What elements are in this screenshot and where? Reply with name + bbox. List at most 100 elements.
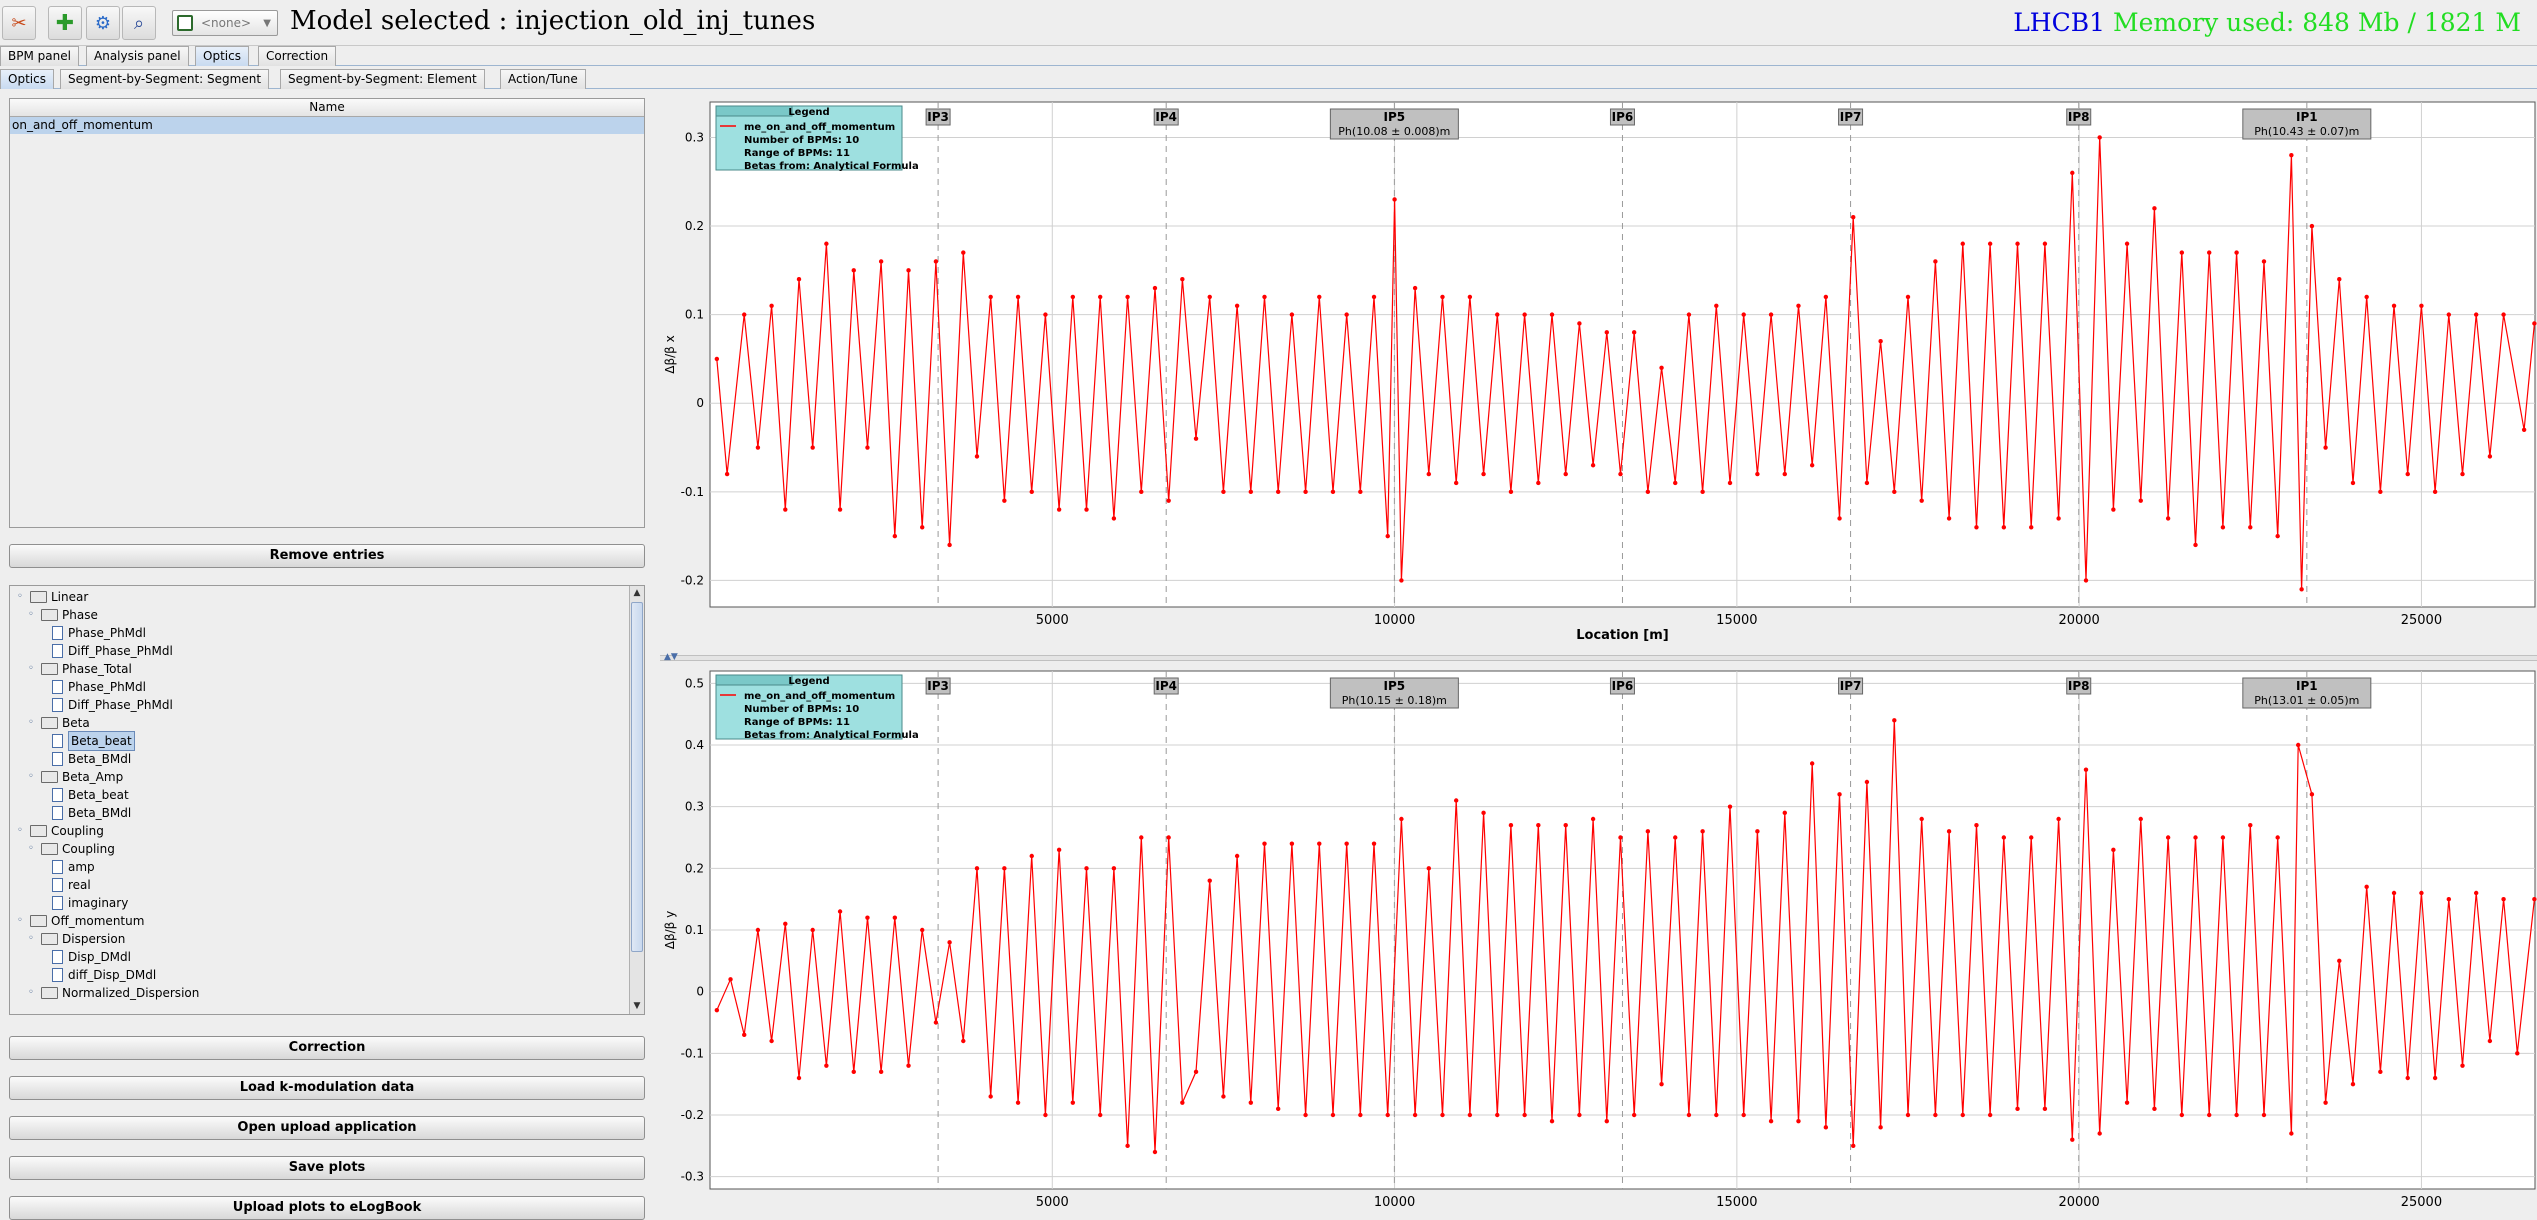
scroll-up-icon[interactable]: ▲ [633,588,641,598]
tree-node[interactable]: ◦ Coupling [14,822,104,840]
data-point [878,259,884,264]
tab-analysis-panel[interactable]: Analysis panel [86,46,189,66]
tab-action-tune[interactable]: Action/Tune [500,69,586,89]
expand-toggle-icon[interactable]: ◦ [17,591,23,602]
tree-node[interactable]: Diff_Phase_PhMdl [36,696,173,714]
expand-toggle-icon[interactable]: ◦ [28,609,34,620]
scroll-down-icon[interactable]: ▼ [633,1001,641,1011]
expand-toggle-icon[interactable]: ◦ [17,915,23,926]
data-point [2207,250,2212,255]
add-button[interactable]: ✚ [48,6,82,40]
tree-node[interactable]: Phase_PhMdl [36,624,146,642]
tree-node-label[interactable]: Phase_Total [62,662,132,676]
tab-bpm-panel[interactable]: BPM panel [0,46,79,66]
table-row[interactable]: on_and_off_momentum [10,117,644,134]
scrollbar-thumb[interactable] [631,602,643,952]
plot-splitter[interactable]: ▲▼ [660,652,2537,662]
expand-toggle-icon[interactable]: ◦ [28,843,34,854]
tree-node[interactable]: imaginary [36,894,128,912]
data-point [1098,294,1103,300]
tree-node[interactable]: ◦ Coupling [25,840,115,858]
search-button[interactable]: ⌕ [122,6,156,40]
expand-toggle-icon[interactable]: ◦ [28,771,34,782]
tree-node[interactable]: ◦ Linear [14,588,88,606]
beta-beat-y-plot[interactable]: 5000 10000 15000 20000 25000 -0.3 -0.2 -0.1 0 0.1… [660,661,2537,1219]
tree-node[interactable]: Beta_beat [36,731,135,751]
tree-node[interactable]: ◦ Beta [25,714,90,732]
tree-node-label[interactable]: Phase_PhMdl [68,680,146,694]
tree-node-label[interactable]: Beta_BMdl [68,806,132,820]
data-point [1618,471,1623,477]
save-plots-button[interactable]: Save plots [9,1156,645,1180]
load-kmod-button[interactable]: Load k-modulation data [9,1076,645,1100]
upload-elogbook-button[interactable]: Upload plots to eLogBook [9,1196,645,1220]
tree-node-label[interactable]: imaginary [68,896,129,910]
splitter-arrow-icon[interactable]: ▲▼ [664,652,678,662]
tree-node-label[interactable]: diff_Disp_DMdl [68,968,157,982]
expand-toggle-icon[interactable]: ◦ [28,987,34,998]
y-axis-label: Δβ/β y [663,911,677,949]
tree-node-label[interactable]: Phase [62,608,98,622]
tree-node-label[interactable]: Beta_BMdl [68,752,132,766]
expand-toggle-icon[interactable]: ◦ [17,825,23,836]
folder-icon [41,987,58,999]
tree-node[interactable]: ◦ Off_momentum [14,912,144,930]
ip-marker-box [925,677,951,695]
expand-toggle-icon[interactable]: ◦ [28,663,34,674]
tab-correction[interactable]: Correction [258,46,337,66]
name-column-header[interactable]: Name [10,99,644,117]
data-point [1892,718,1897,723]
data-point [933,259,939,264]
tree-node[interactable]: Beta_BMdl [36,750,131,768]
tree-node-label[interactable]: Linear [51,590,89,604]
tree-node-label[interactable]: amp [68,860,95,874]
tree-node[interactable]: Phase_PhMdl [36,678,146,696]
tree-node-label[interactable]: Beta_beat [68,731,135,751]
tree-node[interactable]: Beta_BMdl [36,804,131,822]
tree-node[interactable]: Disp_DMdl [36,948,131,966]
tree-node-label[interactable]: Beta_Amp [62,770,124,784]
tree-node-label[interactable]: Coupling [51,824,104,838]
tab-optics-sub[interactable]: Optics [0,69,54,89]
remove-entries-button[interactable]: Remove entries [9,544,645,568]
settings-button[interactable]: ⚙ [86,6,120,40]
open-file-icon: ✂ [11,12,27,34]
tree-node[interactable]: Diff_Phase_PhMdl [36,642,173,660]
tree-node[interactable]: amp [36,858,95,876]
tree-node-label[interactable]: Normalized_Dispersion [62,986,200,1000]
model-combo[interactable]: <none> ▼ [172,10,278,36]
tree-node-label[interactable]: Diff_Phase_PhMdl [68,698,173,712]
tree-node[interactable]: diff_Disp_DMdl [36,966,156,984]
tree-node[interactable]: Beta_beat [36,786,129,804]
data-point [2460,1063,2465,1068]
tree-node[interactable]: ◦ Beta_Amp [25,768,123,786]
tree-node-label[interactable]: Diff_Phase_PhMdl [68,644,173,658]
tree-scrollbar[interactable]: ▲ ▼ [629,586,644,1014]
open-file-button[interactable]: ✂ [2,6,36,40]
tree-node-label[interactable]: Beta_beat [68,788,129,802]
tab-optics[interactable]: Optics [195,46,249,66]
tab-sbs-segment[interactable]: Segment-by-Segment: Segment [60,69,270,89]
tree-node-label[interactable]: Coupling [62,842,115,856]
tree-node-label[interactable]: Phase_PhMdl [68,626,146,640]
optics-sub-tabs: Optics Segment-by-Segment: Segment Segme… [0,69,2537,89]
tab-sbs-element[interactable]: Segment-by-Segment: Element [280,69,485,89]
tree-node-label[interactable]: Dispersion [62,932,126,946]
tree-node[interactable]: ◦ Normalized_Dispersion [25,984,199,1002]
tree-node[interactable]: ◦ Phase [25,606,98,624]
data-point [1946,829,1952,834]
beta-beat-x-plot[interactable]: 5000 10000 15000 20000 25000 -0.2 -0.1 0 0.1 0.2 0… [660,92,2537,655]
tree-node[interactable]: real [36,876,91,894]
expand-toggle-icon[interactable]: ◦ [28,717,34,728]
tree-node-label[interactable]: real [68,878,91,892]
tree-node[interactable]: ◦ Dispersion [25,930,125,948]
data-point [1248,1100,1254,1105]
correction-button[interactable]: Correction [9,1036,645,1060]
tree-node-label[interactable]: Off_momentum [51,914,145,928]
expand-toggle-icon[interactable]: ◦ [28,933,34,944]
open-upload-button[interactable]: Open upload application [9,1116,645,1140]
data-point [851,1069,856,1075]
tree-node-label[interactable]: Disp_DMdl [68,950,131,964]
tree-node-label[interactable]: Beta [62,716,90,730]
tree-node[interactable]: ◦ Phase_Total [25,660,132,678]
